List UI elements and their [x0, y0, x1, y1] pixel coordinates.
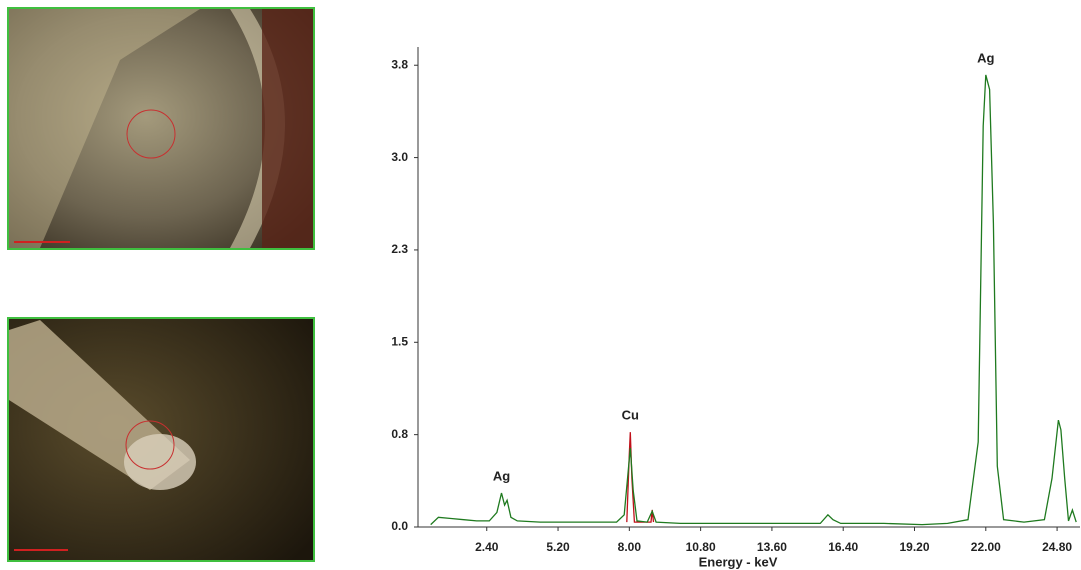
y-tick-label: 1.5: [391, 334, 408, 348]
y-tick-label: 2.3: [391, 242, 408, 256]
peak-label: Cu: [622, 408, 639, 423]
y-tick-label: 3.8: [391, 57, 408, 71]
photo-coin: [7, 7, 315, 250]
x-tick-label: 24.80: [1042, 540, 1072, 554]
x-tick-label: 2.40: [475, 540, 499, 554]
x-axis-label: Energy - keV: [699, 554, 778, 569]
y-tick-label: 3.0: [391, 150, 408, 164]
x-tick-label: 19.20: [899, 540, 929, 554]
x-tick-label: 16.40: [828, 540, 858, 554]
spectrum-line: [430, 74, 1077, 526]
x-tick-label: 8.00: [618, 540, 642, 554]
peak-label: Ag: [977, 50, 994, 65]
y-tick-label: 0.8: [391, 427, 408, 441]
photo-screw: [7, 317, 315, 562]
peak-label: Ag: [493, 468, 510, 483]
y-tick-label: 0.0: [391, 519, 408, 533]
x-tick-label: 5.20: [546, 540, 570, 554]
x-tick-label: 10.80: [686, 540, 716, 554]
x-tick-label: 13.60: [757, 540, 787, 554]
x-tick-label: 22.00: [971, 540, 1001, 554]
spectrum-line: [626, 432, 655, 523]
